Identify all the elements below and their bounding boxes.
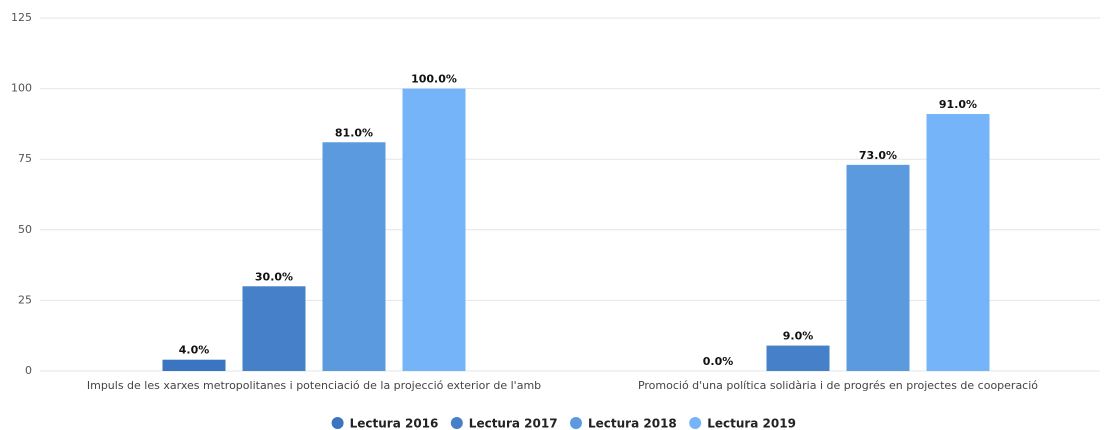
y-tick-label: 25 [18, 293, 32, 306]
bar [322, 142, 386, 371]
x-tick-label: Promoció d'una política solidària i de p… [638, 379, 1038, 392]
bar [402, 88, 466, 371]
value-label: 81.0% [335, 126, 373, 139]
y-tick-label: 75 [18, 152, 32, 165]
bar [926, 114, 990, 372]
legend-marker[interactable] [689, 417, 702, 429]
legend-marker[interactable] [331, 417, 344, 429]
value-label: 0.0% [703, 355, 734, 368]
bar [162, 359, 226, 371]
y-tick-label: 0 [25, 364, 32, 377]
legend-marker[interactable] [570, 417, 582, 429]
bar [766, 345, 830, 371]
legend-label[interactable]: Lectura 2017 [469, 417, 558, 430]
y-tick-label: 50 [18, 223, 32, 236]
bar [846, 164, 910, 371]
legend-label[interactable]: Lectura 2018 [588, 417, 677, 430]
value-label: 30.0% [255, 270, 293, 283]
legend-label[interactable]: Lectura 2019 [707, 417, 796, 430]
value-label: 9.0% [783, 330, 814, 343]
y-tick-label: 125 [11, 11, 32, 24]
value-label: 91.0% [939, 98, 977, 111]
x-tick-label: Impuls de les xarxes metropolitanes i po… [87, 379, 541, 392]
value-label: 4.0% [179, 344, 210, 357]
y-tick-label: 100 [11, 82, 32, 95]
value-label: 100.0% [411, 73, 457, 86]
legend-label[interactable]: Lectura 2016 [350, 417, 439, 430]
bar [242, 286, 306, 371]
legend-marker[interactable] [450, 417, 463, 429]
value-label: 73.0% [859, 149, 897, 162]
